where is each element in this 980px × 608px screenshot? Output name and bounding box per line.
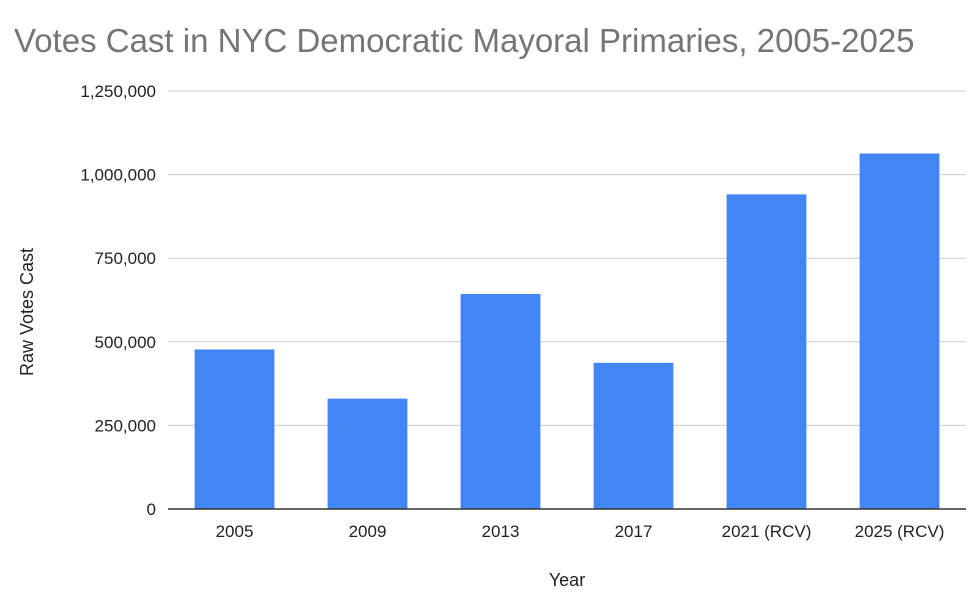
y-tick-label: 0 xyxy=(147,500,156,519)
bars xyxy=(194,153,940,510)
bar-2005 xyxy=(194,349,275,509)
bar-2009 xyxy=(327,398,408,509)
bar-2017 xyxy=(593,362,674,509)
y-tick-label: 500,000 xyxy=(95,333,156,352)
y-axis-title: Raw Votes Cast xyxy=(17,248,37,376)
x-tick-label: 2025 (RCV) xyxy=(855,522,945,541)
x-tick-label: 2005 xyxy=(216,522,254,541)
x-tick-label: 2009 xyxy=(349,522,387,541)
chart-title: Votes Cast in NYC Democratic Mayoral Pri… xyxy=(14,22,915,59)
y-tick-label: 1,000,000 xyxy=(80,166,156,185)
x-tick-label: 2017 xyxy=(615,522,653,541)
x-tick-label: 2021 (RCV) xyxy=(722,522,812,541)
y-tick-label: 250,000 xyxy=(95,416,156,435)
x-tick-labels: 2005 2009 2013 2017 2021 (RCV) 2025 (RCV) xyxy=(216,522,945,541)
bar-2021-rcv xyxy=(726,194,807,510)
bar-2025-rcv xyxy=(859,153,940,509)
y-tick-labels: 0 250,000 500,000 750,000 1,000,000 1,250,000 xyxy=(80,82,156,519)
bar-2013 xyxy=(460,293,541,509)
y-tick-label: 750,000 xyxy=(95,249,156,268)
x-axis-title: Year xyxy=(549,570,585,590)
gridlines xyxy=(168,90,966,426)
x-tick-label: 2013 xyxy=(482,522,520,541)
y-tick-label: 1,250,000 xyxy=(80,82,156,101)
